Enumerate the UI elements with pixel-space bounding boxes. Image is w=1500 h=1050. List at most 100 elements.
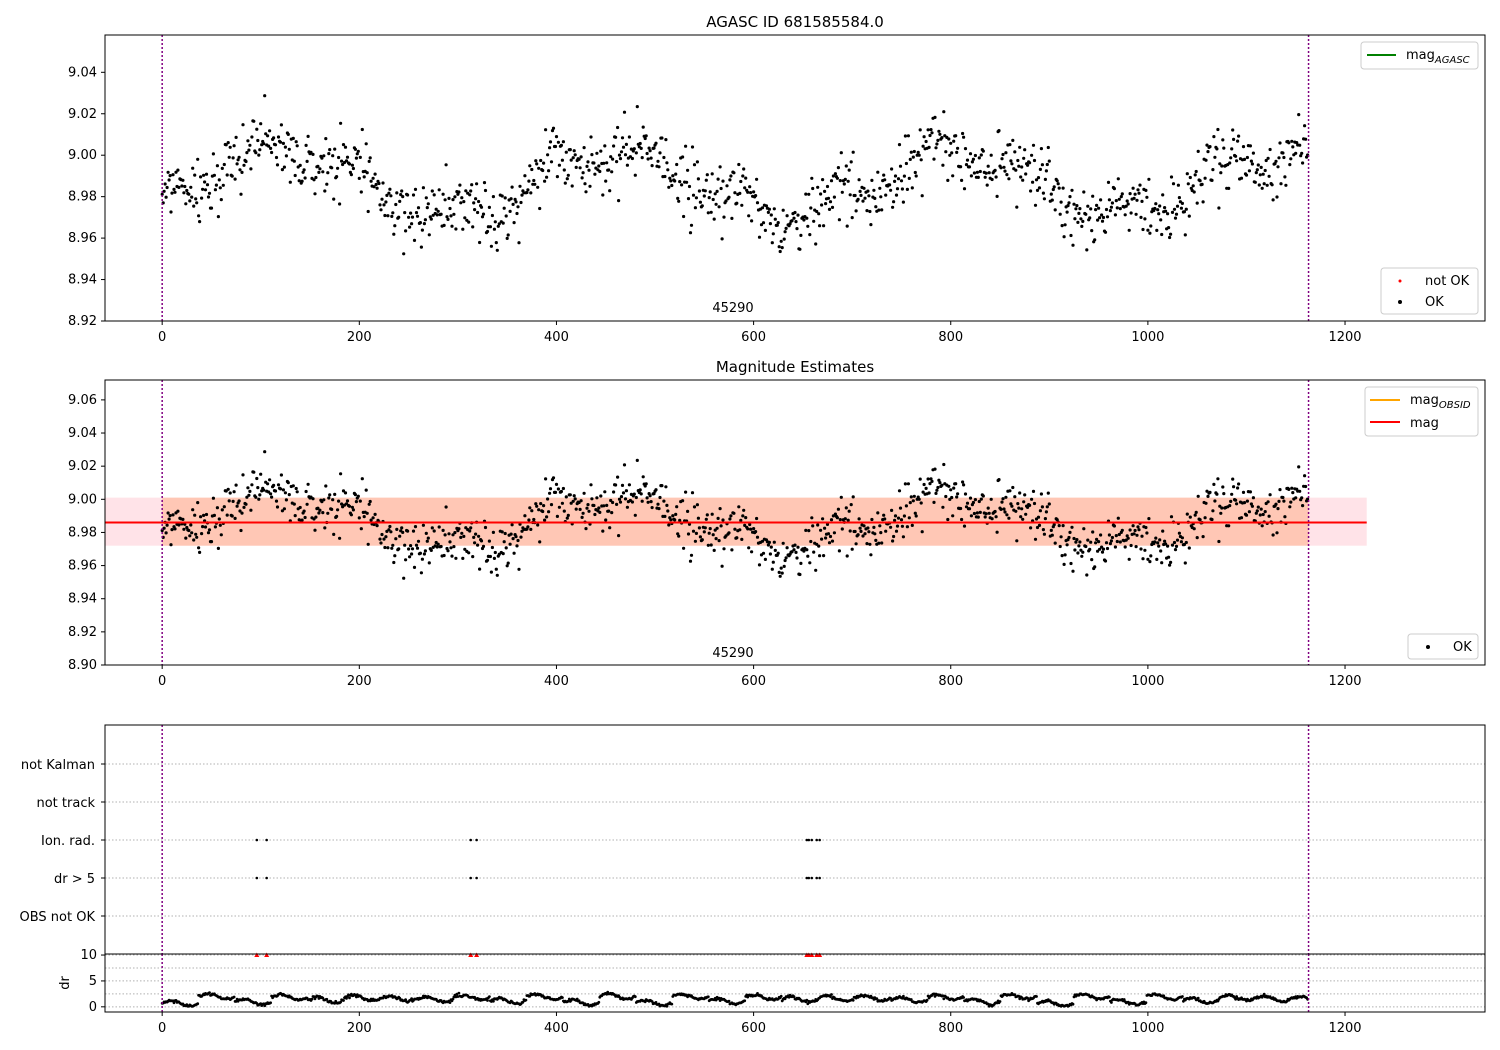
agasc-ok-point bbox=[1256, 163, 1260, 167]
agasc-ok-point bbox=[425, 206, 429, 210]
mag-estimates-ok-point bbox=[459, 535, 463, 540]
agasc-ok-point bbox=[542, 161, 546, 165]
mag-estimates-ok-point bbox=[936, 485, 940, 490]
agasc-ok-point bbox=[189, 185, 193, 189]
agasc-ok-point bbox=[694, 196, 699, 200]
mag-estimates-ytick-label: 8.98 bbox=[68, 525, 97, 540]
mag-estimates-ok-point bbox=[777, 570, 781, 575]
flag-point bbox=[265, 838, 268, 842]
mag-estimates-ok-point bbox=[504, 546, 508, 550]
agasc-ok-point bbox=[375, 186, 379, 190]
mag-estimates-ok-point bbox=[950, 495, 954, 500]
agasc-ok-point bbox=[1086, 204, 1090, 208]
mag-estimates-ok-point bbox=[568, 493, 572, 497]
mag-estimates-ok-point bbox=[397, 547, 401, 551]
mag-estimates-ok-point bbox=[779, 566, 783, 570]
agasc-ok-point bbox=[1029, 189, 1033, 193]
agasc-ok-point bbox=[985, 183, 989, 187]
mag-estimates-ok-point bbox=[354, 500, 358, 504]
agasc-ok-point bbox=[1138, 183, 1142, 187]
mag-estimates-ok-point bbox=[1195, 536, 1199, 540]
mag-estimates-ok-point bbox=[771, 560, 775, 564]
mag-estimates-ok-point bbox=[1031, 489, 1036, 493]
mag-estimates-ok-point bbox=[807, 529, 811, 533]
agasc-ok-point bbox=[1303, 124, 1307, 128]
agasc-ok-point bbox=[551, 126, 556, 130]
dr-flagged-marker bbox=[264, 952, 270, 958]
mag-estimates-ok-point bbox=[233, 516, 237, 521]
mag-estimates-ok-point bbox=[474, 532, 478, 536]
agasc-ok-point bbox=[250, 135, 254, 139]
agasc-ok-point bbox=[528, 164, 532, 168]
mag-estimates-ok-point bbox=[340, 502, 344, 506]
mag-estimates-ok-point bbox=[804, 528, 808, 533]
agasc-ok-point bbox=[359, 190, 363, 194]
agasc-ok-point bbox=[1288, 163, 1292, 167]
agasc-ok-point bbox=[1205, 143, 1209, 147]
mag-estimates-ok-point bbox=[471, 555, 475, 559]
mag-estimates-ok-point bbox=[429, 548, 433, 553]
agasc-ok-point bbox=[952, 139, 956, 143]
agasc-ok-point bbox=[349, 173, 353, 177]
agasc-ok-point bbox=[677, 199, 681, 203]
mag-estimates-ok-point bbox=[545, 515, 549, 519]
agasc-ok-point bbox=[837, 218, 842, 222]
dr-point bbox=[829, 995, 832, 999]
agasc-ok-point bbox=[981, 149, 985, 153]
mag-estimates-ok-point bbox=[548, 491, 552, 495]
mag-estimates-ok-point bbox=[638, 488, 642, 492]
agasc-ok-point bbox=[505, 236, 509, 240]
agasc-ok-point bbox=[174, 170, 178, 174]
mag-estimates-ok-point bbox=[1112, 524, 1116, 528]
mag-estimates-ok-point bbox=[1204, 501, 1208, 505]
agasc-ok-point bbox=[517, 241, 521, 245]
agasc-ok-point bbox=[682, 214, 686, 219]
agasc-ok-point bbox=[766, 210, 771, 214]
mag-estimates-ok-point bbox=[1245, 499, 1249, 503]
agasc-ok-point bbox=[810, 176, 814, 180]
agasc-ok-point bbox=[320, 156, 324, 160]
mag-estimates-ok-point bbox=[225, 513, 229, 517]
mag-estimates-ok-point bbox=[324, 484, 328, 488]
agasc-ok-point bbox=[583, 182, 587, 186]
mag-estimates-ok-point bbox=[382, 537, 386, 541]
agasc-ok-point bbox=[799, 233, 803, 237]
mag-estimates-ok-point bbox=[614, 483, 618, 487]
mag-estimates-ok-point bbox=[530, 509, 534, 513]
agasc-ok-point bbox=[280, 168, 284, 172]
agasc-ok-point bbox=[1295, 141, 1299, 145]
mag-estimates-ok-point bbox=[401, 530, 405, 535]
agasc-ok-point bbox=[792, 216, 796, 220]
mag-estimates-ok-point bbox=[406, 529, 410, 533]
agasc-ok-point bbox=[504, 214, 508, 218]
agasc-ok-point bbox=[1031, 143, 1036, 147]
mag-estimates-ok-point bbox=[956, 492, 960, 496]
agasc-ok-point bbox=[200, 196, 204, 200]
mag-estimates-ok-point bbox=[1115, 539, 1119, 544]
mag-estimates-ok-point bbox=[468, 529, 472, 533]
mag-estimates-ok-point bbox=[688, 559, 693, 563]
mag-estimates-ok-point bbox=[231, 499, 235, 503]
agasc-ytick-label: 8.94 bbox=[68, 273, 97, 288]
mag-estimates-ok-point bbox=[838, 518, 842, 522]
agasc-ok-point bbox=[167, 178, 171, 182]
agasc-ok-point bbox=[840, 190, 844, 194]
mag-estimates-ok-point bbox=[1081, 550, 1085, 554]
agasc-ok-point bbox=[768, 222, 773, 226]
mag-estimates-ok-point bbox=[675, 505, 679, 509]
agasc-ok-point bbox=[663, 174, 667, 179]
agasc-ok-point bbox=[897, 143, 902, 147]
mag-estimates-ok-point bbox=[989, 497, 993, 501]
agasc-ok-point bbox=[856, 197, 860, 201]
agasc-ok-point bbox=[809, 206, 813, 210]
dr-point bbox=[650, 1000, 654, 1003]
flag-point bbox=[818, 838, 821, 842]
agasc-ok-point bbox=[472, 201, 476, 205]
agasc-ok-point bbox=[1255, 168, 1259, 172]
agasc-ok-point bbox=[1215, 147, 1219, 151]
agasc-ok-point bbox=[1112, 187, 1116, 191]
agasc-ok-point bbox=[678, 180, 682, 184]
mag-estimates-ok-point bbox=[971, 500, 976, 505]
agasc-ok-point bbox=[1216, 127, 1220, 132]
agasc-ok-point bbox=[422, 222, 426, 226]
